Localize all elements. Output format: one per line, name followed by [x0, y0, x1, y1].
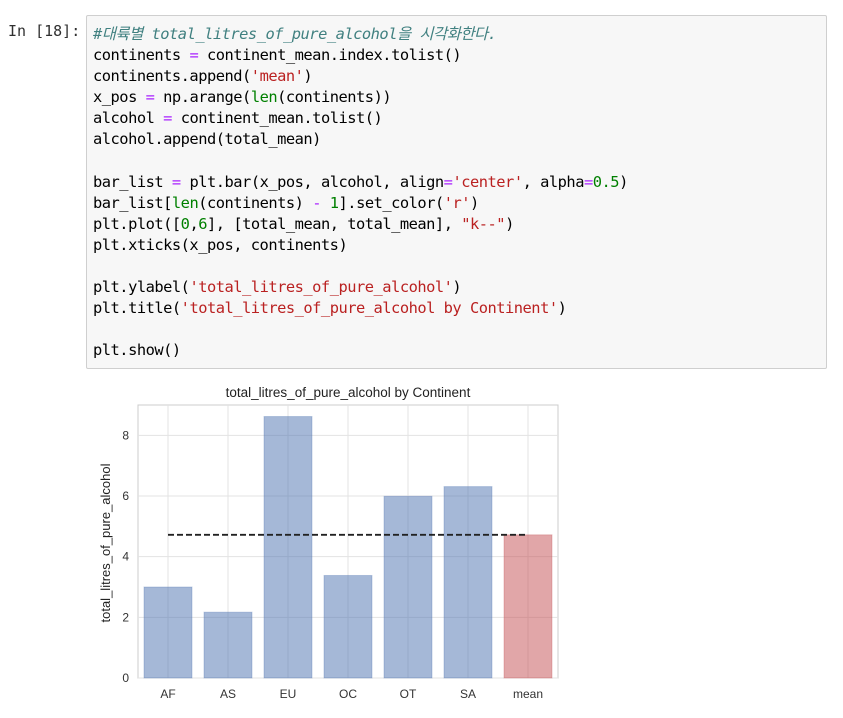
x-tick-label: AS: [220, 687, 236, 701]
code-line: plt.ylabel('total_litres_of_pure_alcohol…: [93, 278, 462, 297]
code-token: plt.xticks(x_pos, continents): [93, 235, 348, 254]
code-token: ): [470, 193, 479, 212]
x-tick-label: OC: [339, 687, 357, 701]
code-token: plt.show(): [93, 341, 181, 360]
code-token: ].set_color(: [338, 193, 445, 212]
y-tick-label: 0: [122, 671, 129, 685]
code-token: =: [583, 172, 593, 191]
y-tick-label: 8: [122, 428, 129, 442]
code-token: continent_mean.index.tolist(): [198, 46, 462, 65]
bar-oc: [323, 574, 373, 679]
code-line: alcohol = continent_mean.tolist(): [93, 109, 383, 128]
code-token: plt.bar(x_pos, alcohol, align: [180, 172, 444, 191]
code-token: =: [443, 172, 453, 191]
bar-mean: [503, 534, 553, 679]
y-tick-label: 2: [122, 610, 129, 624]
code-token: =: [171, 172, 181, 191]
code-token: =: [145, 88, 155, 107]
bar-af: [143, 586, 193, 679]
code-token: continents: [93, 46, 190, 65]
code-token: 'center': [452, 172, 523, 191]
cell-prompt: In [18]:: [8, 22, 81, 40]
code-line: plt.xticks(x_pos, continents): [93, 235, 348, 254]
code-token: bar_list[: [93, 193, 172, 212]
code-token: plt.title(: [93, 299, 181, 318]
code-cell-editor[interactable]: #대륙별 total_litres_of_pure_alcohol을 시각화한다…: [86, 15, 827, 369]
code-token: 1: [329, 193, 339, 212]
plot-area: 0 2 4 6 8 AF AS EU OC OT SA mean: [122, 404, 559, 701]
x-tick-label: mean: [513, 687, 543, 701]
y-tick-label: 6: [122, 489, 129, 503]
code-token: "k--": [461, 214, 506, 233]
code-token: ): [505, 214, 514, 233]
x-tick-label: OT: [400, 687, 417, 701]
bar-eu: [263, 416, 313, 679]
code-token: =: [189, 46, 199, 65]
code-token: (continents): [198, 193, 313, 212]
y-tick-label: 4: [122, 550, 129, 564]
code-token: ], [total_mean, total_mean],: [207, 214, 462, 233]
code-token: , alpha: [522, 172, 585, 191]
bar-chart: total_litres_of_pure_alcohol by Continen…: [98, 385, 559, 701]
code-line: continents = continent_mean.index.tolist…: [93, 46, 462, 65]
code-token: ): [303, 67, 313, 86]
code-token: np.arange(: [154, 88, 251, 107]
code-token: 'total_litres_of_pure_alcohol': [189, 278, 453, 297]
code-line: plt.plot([0,6], [total_mean, total_mean]…: [93, 215, 514, 233]
code-text[interactable]: #대륙별 total_litres_of_pure_alcohol을 시각화한다…: [93, 24, 628, 362]
code-token: alcohol.append(total_mean): [93, 130, 321, 149]
bar-as: [203, 611, 253, 679]
code-token: 0: [180, 214, 190, 233]
code-token: ,: [189, 214, 199, 233]
x-tick-label: EU: [280, 687, 297, 701]
code-token: =: [163, 109, 172, 128]
code-token: continents.append(: [93, 67, 251, 86]
bar-sa: [443, 486, 493, 679]
code-line: continents.append('mean'): [93, 67, 313, 86]
code-line: bar_list[len(continents) - 1].set_color(…: [93, 194, 479, 212]
code-token: [321, 194, 330, 212]
code-token: plt.ylabel(: [93, 278, 190, 297]
code-token: 'r': [443, 193, 471, 212]
code-token: #대륙별 total_litres_of_pure_alcohol을 시각화한다…: [93, 25, 497, 43]
code-token: bar_list: [93, 172, 172, 191]
code-token: plt.plot([: [93, 214, 181, 233]
y-axis-label: total_litres_of_pure_alcohol: [98, 463, 113, 622]
code-token: ): [452, 278, 462, 297]
code-line: alcohol.append(total_mean): [93, 130, 321, 148]
code-line: #대륙별 total_litres_of_pure_alcohol을 시각화한다…: [93, 25, 497, 43]
x-tick-label: SA: [460, 687, 476, 701]
code-token: alcohol: [93, 109, 164, 128]
code-line: bar_list = plt.bar(x_pos, alcohol, align…: [93, 173, 628, 191]
code-token: len: [250, 88, 278, 107]
code-token: x_pos: [93, 88, 146, 107]
cell-output: total_litres_of_pure_alcohol by Continen…: [92, 378, 572, 713]
code-line: x_pos = np.arange(len(continents)): [93, 88, 392, 107]
code-token: 0.5: [592, 172, 620, 191]
code-token: len: [171, 193, 199, 212]
code-token: 'mean': [250, 67, 304, 86]
code-token: ): [619, 172, 628, 191]
code-token: 'total_litres_of_pure_alcohol by Contine…: [180, 299, 558, 318]
bar-ot: [383, 495, 433, 679]
code-token: ): [557, 299, 567, 318]
code-token: 6: [198, 214, 208, 233]
code-line: plt.title('total_litres_of_pure_alcohol …: [93, 299, 567, 318]
code-token: (continents)): [277, 88, 392, 107]
code-token: -: [312, 193, 321, 212]
x-tick-label: AF: [160, 687, 175, 701]
chart-title: total_litres_of_pure_alcohol by Continen…: [226, 385, 471, 400]
code-line: plt.show(): [93, 341, 181, 359]
code-token: continent_mean.tolist(): [171, 109, 383, 128]
